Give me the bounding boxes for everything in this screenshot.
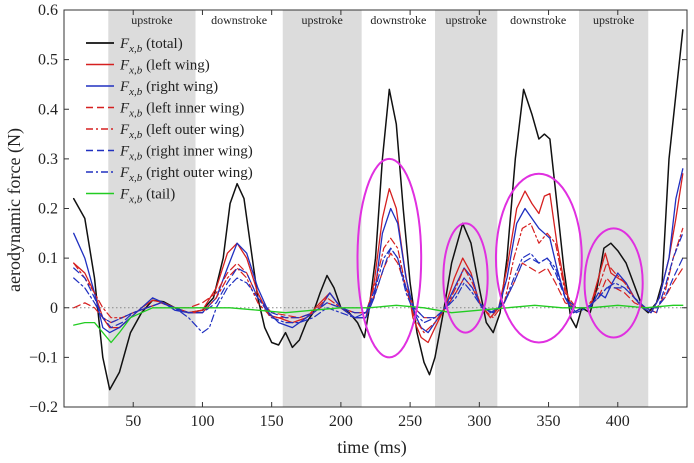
highlight-ellipse-3	[583, 227, 644, 339]
y-tick-label: −0.2	[29, 399, 58, 416]
y-tick-label: 0	[50, 300, 58, 317]
legend-label-4: Fx,b (left outer wing)	[119, 122, 244, 141]
legend-label-3: Fx,b (left inner wing)	[119, 101, 244, 120]
highlight-ellipse-2	[494, 172, 583, 344]
phase-label-4: upstroke	[446, 13, 487, 27]
y-tick-label: 0.4	[38, 101, 58, 118]
x-tick-label: 250	[398, 413, 422, 430]
series-line-6	[73, 232, 684, 334]
highlight-ellipses	[356, 157, 644, 359]
x-tick-label: 200	[329, 413, 353, 430]
y-tick-label: 0.3	[38, 151, 58, 168]
phase-label-6: upstroke	[593, 13, 634, 27]
legend: Fx,b (total) Fx,b (left wing) Fx,b (right …	[86, 36, 253, 206]
x-tick-label: 350	[537, 413, 561, 430]
phase-label-2: upstroke	[302, 13, 343, 27]
legend-label-6: Fx,b (right outer wing)	[119, 165, 253, 184]
phase-label-1: downstroke	[211, 13, 267, 27]
legend-label-1: Fx,b (left wing)	[119, 58, 210, 77]
legend-label-2: Fx,b (right wing)	[119, 79, 218, 98]
x-axis-label: time (ms)	[337, 437, 407, 458]
series-line-4	[73, 222, 684, 334]
phase-band-6	[579, 10, 649, 407]
x-tick-label: 150	[260, 413, 284, 430]
phase-band-2	[282, 10, 362, 407]
x-tick-label: 300	[467, 413, 491, 430]
phase-label-0: upstroke	[131, 13, 172, 27]
phase-band-0	[108, 10, 196, 407]
x-tick-label: 400	[606, 413, 630, 430]
stroke-phase-bands: upstroke downstroke upstroke downstroke upst…	[108, 10, 649, 407]
y-tick-label: 0.2	[38, 201, 58, 218]
highlight-ellipse-1	[442, 222, 489, 334]
phase-label-3: downstroke	[370, 13, 426, 27]
legend-label-7: Fx,b (tail)	[119, 187, 175, 206]
y-axis-label: aerodynamic force (N)	[4, 128, 25, 292]
x-tick-label: 50	[125, 413, 141, 430]
y-tick-label: 0.1	[38, 250, 58, 267]
y-tick-label: −0.1	[29, 349, 58, 366]
y-tick-label: 0.5	[38, 52, 58, 69]
series-line-7	[73, 304, 684, 344]
x-tick-label: 100	[190, 413, 214, 430]
phase-band-4	[435, 10, 498, 407]
phase-label-5: downstroke	[510, 13, 566, 27]
y-tick-label: 0.6	[38, 2, 58, 19]
legend-label-5: Fx,b (right inner wing)	[119, 144, 253, 163]
axes: 50 100 150 200 250 300 350 400 −0.2 −0.1 0 0.1 0.2 0.…	[29, 2, 688, 430]
legend-label-0: Fx,b (total)	[119, 36, 183, 55]
highlight-ellipse-0	[356, 157, 423, 359]
